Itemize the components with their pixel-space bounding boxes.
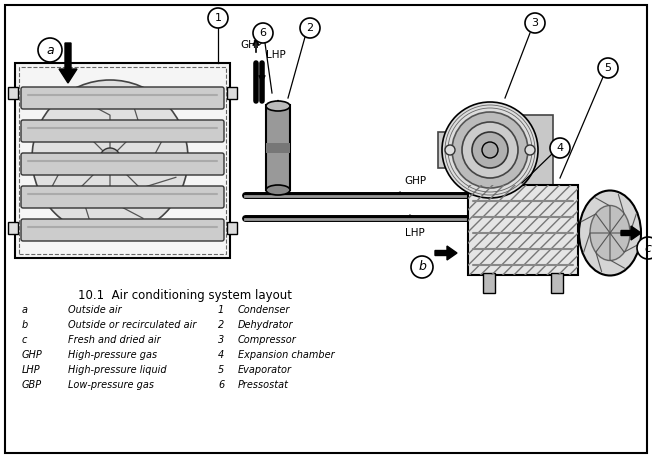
Circle shape [411, 256, 433, 278]
FancyBboxPatch shape [21, 87, 224, 109]
Ellipse shape [579, 191, 641, 276]
Circle shape [525, 13, 545, 33]
Text: 3: 3 [531, 18, 539, 28]
Bar [15, 63, 230, 258]
Text: 1: 1 [218, 305, 224, 315]
Text: Low-pressure gas: Low-pressure gas [68, 380, 154, 390]
Circle shape [253, 23, 273, 43]
Text: GHP: GHP [22, 350, 43, 360]
Text: b: b [22, 320, 28, 330]
Circle shape [38, 38, 62, 62]
Circle shape [525, 145, 535, 155]
FancyArrow shape [59, 43, 77, 83]
Text: High-pressure gas: High-pressure gas [68, 350, 157, 360]
FancyBboxPatch shape [21, 153, 224, 175]
Text: Outside or recirculated air: Outside or recirculated air [68, 320, 196, 330]
Text: 2: 2 [218, 320, 224, 330]
Circle shape [442, 102, 538, 198]
Text: 1: 1 [215, 13, 222, 23]
Ellipse shape [266, 185, 290, 195]
FancyBboxPatch shape [21, 186, 224, 208]
FancyArrow shape [621, 226, 641, 240]
Circle shape [482, 142, 498, 158]
Circle shape [300, 18, 320, 38]
Bar [551, 273, 563, 293]
Text: c: c [22, 335, 27, 345]
Text: Dehydrator: Dehydrator [238, 320, 293, 330]
Text: GHP: GHP [404, 176, 426, 186]
Text: b: b [418, 261, 426, 273]
Text: a: a [22, 305, 28, 315]
Text: 4: 4 [556, 143, 563, 153]
Bar [468, 185, 578, 275]
Text: 3: 3 [218, 335, 224, 345]
Text: 5: 5 [604, 63, 612, 73]
Circle shape [550, 138, 570, 158]
Bar [498, 115, 553, 185]
Text: Fresh and dried air: Fresh and dried air [68, 335, 160, 345]
Text: Compressor: Compressor [238, 335, 297, 345]
Bar [266, 143, 290, 153]
FancyBboxPatch shape [21, 120, 224, 142]
Text: 6: 6 [218, 380, 224, 390]
Text: LHP: LHP [266, 50, 286, 60]
Text: a: a [46, 44, 54, 56]
Text: 6: 6 [259, 28, 267, 38]
Text: LHP: LHP [22, 365, 40, 375]
Text: Pressostat: Pressostat [238, 380, 289, 390]
Bar [19, 67, 226, 254]
Text: 10.1  Air conditioning system layout: 10.1 Air conditioning system layout [78, 289, 292, 301]
Text: LHP: LHP [405, 228, 425, 238]
Bar [483, 273, 495, 293]
Ellipse shape [590, 206, 630, 261]
Bar [266, 105, 290, 190]
Bar [438, 132, 542, 168]
Text: Condenser: Condenser [238, 305, 290, 315]
Text: 4: 4 [218, 350, 224, 360]
Text: GBP: GBP [22, 380, 42, 390]
Bar [468, 185, 578, 275]
Circle shape [32, 80, 188, 236]
Circle shape [472, 132, 508, 168]
Text: 2: 2 [306, 23, 314, 33]
Text: Evaporator: Evaporator [238, 365, 292, 375]
FancyBboxPatch shape [21, 219, 224, 241]
Bar [227, 87, 237, 99]
Text: High-pressure liquid: High-pressure liquid [68, 365, 167, 375]
Bar [8, 222, 18, 234]
Circle shape [100, 148, 120, 168]
Text: GHP: GHP [240, 40, 262, 50]
FancyArrow shape [435, 246, 457, 260]
Text: 5: 5 [218, 365, 224, 375]
Text: GBP: GBP [524, 178, 546, 188]
Circle shape [462, 122, 518, 178]
Text: c: c [645, 241, 651, 255]
Circle shape [452, 112, 528, 188]
Text: Expansion chamber: Expansion chamber [238, 350, 334, 360]
Text: Outside air: Outside air [68, 305, 122, 315]
Bar [8, 87, 18, 99]
Circle shape [637, 237, 652, 259]
Circle shape [598, 58, 618, 78]
Circle shape [208, 8, 228, 28]
Circle shape [445, 145, 455, 155]
Bar [227, 222, 237, 234]
Ellipse shape [266, 101, 290, 111]
